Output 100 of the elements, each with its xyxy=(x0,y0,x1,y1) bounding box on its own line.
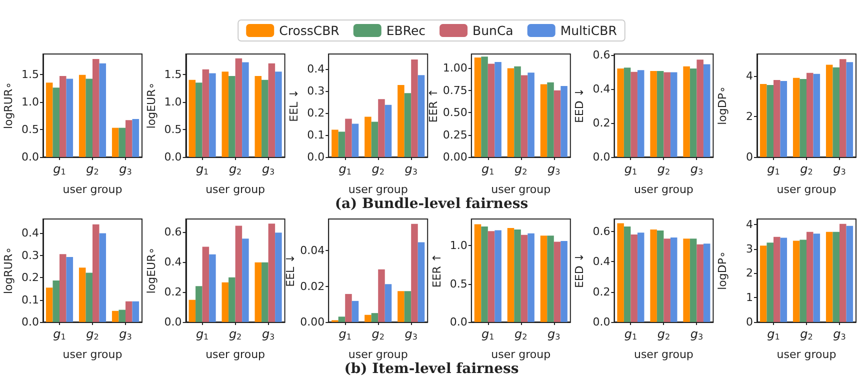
legend-label: CrossCBR xyxy=(279,23,340,38)
bar xyxy=(404,93,412,157)
y-tick-label: 0.0 xyxy=(592,150,610,164)
bar xyxy=(378,269,385,322)
bar xyxy=(262,262,268,322)
bar xyxy=(774,80,780,157)
bar xyxy=(262,80,268,157)
y-tick-label: 1.0 xyxy=(450,239,468,252)
bar xyxy=(209,73,216,157)
bar xyxy=(60,254,66,322)
bar xyxy=(540,84,548,157)
y-tick-label: 0.4 xyxy=(164,256,182,269)
bar xyxy=(840,224,846,322)
bar xyxy=(384,284,392,322)
y-tick-label: 0.0 xyxy=(22,316,39,328)
bar xyxy=(840,59,846,157)
x-axis-title: user group xyxy=(776,348,836,361)
y-tick-label: 0.6 xyxy=(164,226,182,239)
bar xyxy=(528,233,534,322)
y-axis-title: logEUR∘ xyxy=(144,82,158,129)
bar xyxy=(268,224,276,322)
bar xyxy=(235,58,242,157)
bar xyxy=(332,130,338,157)
bar xyxy=(813,234,820,322)
bar xyxy=(418,75,425,157)
y-tick-label: 0 xyxy=(746,316,753,328)
bar xyxy=(254,76,262,157)
bar xyxy=(378,99,385,157)
y-tick-label: 1.5 xyxy=(164,68,182,81)
bar xyxy=(46,82,53,157)
bar xyxy=(760,246,767,322)
bar xyxy=(826,232,833,322)
bar xyxy=(474,58,482,157)
x-axis-title: user group xyxy=(776,183,836,196)
bar xyxy=(418,242,425,322)
y-tick-label: 0.4 xyxy=(592,82,610,96)
bar xyxy=(696,60,704,157)
bar xyxy=(766,85,774,157)
y-tick-label: 0.3 xyxy=(22,248,39,262)
bar xyxy=(780,80,788,157)
bar xyxy=(411,224,418,322)
bar xyxy=(766,242,774,322)
bar xyxy=(528,72,534,157)
bar xyxy=(112,310,119,322)
y-axis-title: logEUR∘ xyxy=(144,247,158,294)
bar xyxy=(398,291,404,322)
bar xyxy=(507,68,514,157)
y-tick-label: 0.1 xyxy=(307,128,325,142)
y-tick-label: 0.4 xyxy=(307,62,325,76)
y-tick-label: 1.00 xyxy=(442,62,468,75)
bar xyxy=(703,64,710,157)
y-tick-label: 0.6 xyxy=(592,225,610,238)
bar xyxy=(637,232,644,322)
bar xyxy=(554,90,561,157)
bar xyxy=(228,277,236,322)
y-axis-title: EED ↓ xyxy=(573,88,586,124)
bar xyxy=(560,241,568,322)
bar xyxy=(345,294,352,322)
bar xyxy=(624,68,631,157)
bar xyxy=(656,71,664,157)
bar xyxy=(488,231,495,322)
x-axis-title: user group xyxy=(62,348,122,361)
x-axis-title: user group xyxy=(491,348,551,361)
legend-label: EBRec xyxy=(386,23,426,38)
bar xyxy=(664,238,670,322)
y-tick-label: 0.0 xyxy=(450,316,468,328)
bar xyxy=(624,226,631,322)
y-tick-label: 0.0 xyxy=(592,316,610,328)
y-tick-label: 0.4 xyxy=(22,226,39,240)
bar xyxy=(683,238,690,322)
bar xyxy=(126,301,132,322)
y-axis-title: logDP∘ xyxy=(716,86,729,125)
bar xyxy=(670,72,678,157)
bar xyxy=(650,230,657,322)
bar xyxy=(488,64,495,157)
x-axis-title: user group xyxy=(634,183,694,196)
y-tick-label: 0.02 xyxy=(300,280,325,293)
bar xyxy=(813,74,820,157)
bar xyxy=(338,316,346,322)
y-tick-label: 0.2 xyxy=(592,116,610,130)
bar xyxy=(352,300,359,322)
y-tick-label: 0.50 xyxy=(442,106,468,120)
bar xyxy=(242,62,249,157)
bar xyxy=(411,60,418,157)
y-tick-label: 4 xyxy=(746,69,753,82)
bar xyxy=(554,242,561,322)
bar xyxy=(514,230,521,322)
y-tick-label: 0.00 xyxy=(300,316,325,328)
bar xyxy=(196,82,202,157)
bar xyxy=(275,232,282,322)
y-tick-label: 0.2 xyxy=(307,106,325,120)
bar xyxy=(364,116,372,157)
y-axis-title: logRUR∘ xyxy=(2,247,15,294)
text: (b) Item-level fairness xyxy=(344,361,519,377)
bar xyxy=(664,72,670,157)
bar xyxy=(222,72,229,157)
bar xyxy=(118,128,126,157)
bar xyxy=(560,86,568,157)
bar xyxy=(780,238,788,322)
x-axis-title: user group xyxy=(206,348,266,361)
